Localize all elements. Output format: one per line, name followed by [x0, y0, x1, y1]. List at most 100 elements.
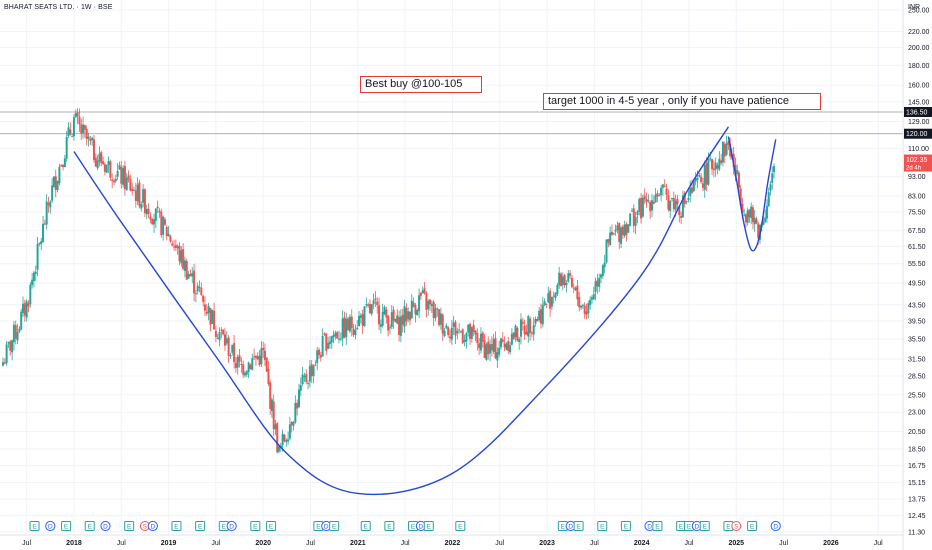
candle-body	[339, 338, 342, 340]
candle-body	[178, 245, 181, 262]
candle-body	[156, 206, 159, 209]
event-marker-letter: E	[32, 524, 37, 531]
price-axis: 250.00 220.00 200.00 180.00 160.00 145.00 129.…	[908, 8, 930, 537]
candle-body	[158, 210, 161, 213]
x-tick-label: 2025	[729, 540, 745, 547]
candle-body	[421, 290, 424, 294]
candle-body	[601, 265, 604, 277]
x-tick-label: 2022	[445, 540, 461, 547]
candle-body	[767, 192, 770, 206]
candle-body	[505, 343, 508, 350]
candle-body	[94, 157, 97, 167]
candle-body	[474, 330, 477, 335]
candle-body	[359, 315, 362, 318]
candle-body	[454, 321, 457, 336]
candle-body	[276, 423, 279, 453]
candle-body	[14, 325, 17, 339]
candle-body	[222, 329, 225, 335]
candle-body	[348, 316, 351, 332]
earnings-marker	[455, 521, 466, 531]
candle-body	[301, 374, 304, 385]
candle-body	[233, 343, 236, 363]
candle-body	[72, 117, 75, 137]
candle-body	[216, 337, 219, 339]
candle-body	[512, 332, 515, 340]
candle-body	[408, 311, 411, 321]
candle-body	[122, 168, 125, 185]
candle-body	[438, 309, 441, 326]
earnings-marker	[84, 521, 95, 531]
event-marker-letter: E	[655, 524, 660, 531]
candle-body	[580, 305, 583, 308]
candle-body	[696, 178, 699, 180]
candle-body	[267, 368, 270, 384]
candle-body	[698, 174, 701, 177]
candle-body	[750, 206, 753, 219]
candle-body	[370, 304, 373, 314]
candle-body	[743, 214, 746, 216]
x-tick-label: Jul	[495, 540, 504, 547]
candle-body	[718, 158, 721, 170]
target-note[interactable]: target 1000 in 4-5 year , only if you ha…	[543, 93, 821, 110]
event-marker-letter: D	[324, 524, 329, 531]
candle-body	[47, 203, 50, 205]
candle-body	[623, 224, 626, 237]
candle-body	[354, 330, 357, 335]
candle-body	[174, 245, 177, 248]
candle-body	[69, 129, 72, 135]
candle-body	[54, 176, 57, 190]
candle-body	[647, 200, 650, 202]
candle-body	[323, 333, 326, 335]
candle-body	[419, 292, 422, 296]
candle-body	[258, 355, 261, 366]
candle-body	[748, 209, 751, 218]
candle-body	[489, 344, 492, 354]
candle-series	[2, 108, 775, 454]
candle-body	[427, 300, 430, 310]
candle-body	[120, 166, 123, 184]
candle-body	[543, 301, 546, 306]
candle-body	[147, 208, 150, 214]
x-tick-label: 2026	[823, 540, 839, 547]
candle-body	[552, 295, 555, 297]
candle-body	[307, 382, 310, 384]
candle-body	[22, 303, 25, 313]
candle-body	[367, 304, 370, 306]
candle-body	[736, 170, 739, 174]
event-marker-letter: S	[143, 524, 148, 531]
candle-body	[173, 246, 176, 248]
candle-body	[643, 195, 646, 200]
candle-body	[610, 231, 613, 235]
y-tick-label: 83.00	[908, 193, 926, 200]
candle-body	[98, 153, 101, 162]
candle-body	[18, 328, 21, 332]
candle-body	[539, 309, 542, 324]
candle-body	[596, 280, 599, 287]
candle-body	[560, 273, 563, 286]
candle-body	[569, 273, 572, 276]
candle-body	[398, 317, 401, 336]
candle-body	[45, 201, 48, 225]
candle-body	[645, 199, 648, 203]
earnings-marker	[384, 521, 395, 531]
event-marker-letter: E	[679, 524, 684, 531]
candle-body	[363, 306, 366, 327]
best-buy-note[interactable]: Best buy @100-105	[360, 76, 482, 93]
candle-body	[262, 347, 265, 351]
candle-body	[238, 355, 241, 362]
candle-body	[103, 164, 106, 172]
candle-body	[143, 189, 146, 213]
earnings-marker	[266, 521, 277, 531]
candle-body	[9, 341, 12, 351]
candle-body	[672, 198, 675, 210]
candle-body	[7, 342, 10, 344]
candle-body	[430, 303, 433, 307]
event-marker-letter: E	[458, 524, 463, 531]
y-tick-label: 220.00	[908, 29, 930, 36]
event-marker-letter: E	[687, 524, 692, 531]
candle-body	[27, 303, 30, 307]
candle-body	[523, 325, 526, 335]
y-tick-label: 31.50	[908, 357, 926, 364]
y-tick-label: 35.50	[908, 337, 926, 344]
